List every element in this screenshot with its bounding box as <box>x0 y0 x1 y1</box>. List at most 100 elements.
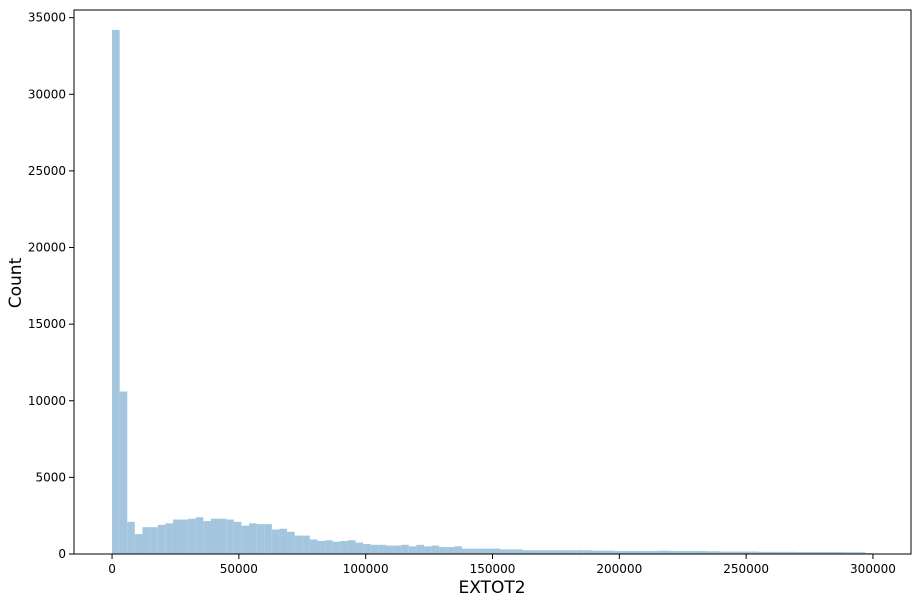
histogram-bar <box>583 550 592 554</box>
x-tick-label: 250000 <box>723 562 769 576</box>
histogram-bar <box>393 545 402 554</box>
y-axis-ticks: 0 5000 10000 15000 20000 25000 30000 35000 <box>28 11 74 561</box>
histogram-bar <box>317 540 326 554</box>
histogram-bar <box>226 519 234 554</box>
histogram-bar <box>119 391 128 554</box>
x-axis-label: EXTOT2 <box>458 578 525 598</box>
histogram-bar <box>355 542 364 554</box>
histogram-bar <box>606 550 615 554</box>
histogram-bar <box>507 549 516 554</box>
histogram-bar <box>241 525 250 554</box>
histogram-bar <box>439 547 447 554</box>
histogram-bar <box>279 528 288 554</box>
histogram-bar <box>454 546 463 554</box>
x-tick-label: 200000 <box>596 562 642 576</box>
histogram-bar <box>446 547 455 554</box>
histogram-bar <box>827 552 835 554</box>
histogram-bar <box>644 550 653 554</box>
histogram-bar <box>842 552 851 554</box>
histogram-bar <box>142 527 151 554</box>
x-tick-label: 50000 <box>220 562 258 576</box>
x-tick-label: 150000 <box>470 562 516 576</box>
histogram-bar <box>781 551 790 554</box>
histogram-bar <box>568 550 577 554</box>
histogram-bar <box>522 550 531 554</box>
x-tick-label: 100000 <box>343 562 389 576</box>
histogram-bar <box>363 544 371 554</box>
y-tick-label: 15000 <box>28 317 66 331</box>
histogram-bar <box>675 550 683 554</box>
histogram-bar <box>713 551 721 554</box>
histogram-bar <box>545 550 554 554</box>
histogram-bar <box>424 546 432 554</box>
histogram-bar <box>249 523 257 554</box>
histogram-bar <box>462 548 470 554</box>
y-tick-label: 0 <box>58 547 66 561</box>
histogram-bar <box>256 524 265 554</box>
histogram-bar <box>165 523 173 554</box>
histogram-bar <box>758 551 767 554</box>
histogram-bar <box>332 541 341 554</box>
histogram-bar <box>538 550 546 554</box>
histogram-bar <box>347 540 356 554</box>
histogram-bar <box>203 521 211 554</box>
histogram-bar <box>271 529 280 554</box>
histogram-bar <box>774 551 782 554</box>
histogram-bar <box>401 544 409 554</box>
histogram-bar <box>804 552 813 554</box>
histogram-bar <box>629 550 638 554</box>
histogram-bar <box>591 550 600 554</box>
histogram-bar <box>682 550 691 554</box>
histogram-bar <box>340 540 348 554</box>
histogram-bar <box>302 535 310 554</box>
histogram-bar <box>112 29 120 554</box>
histogram-bar <box>180 519 189 554</box>
histogram-bar <box>766 551 775 554</box>
histogram-bar <box>408 546 417 554</box>
histogram-bar <box>264 524 272 554</box>
histogram-bar <box>530 550 539 554</box>
histogram-bar <box>325 540 333 554</box>
x-tick-label: 0 <box>108 562 116 576</box>
histogram-bar <box>157 524 166 554</box>
histogram-bar <box>378 544 386 554</box>
histogram-bar <box>150 527 158 554</box>
y-tick-label: 5000 <box>35 470 66 484</box>
histogram-bar <box>659 550 668 554</box>
y-tick-label: 10000 <box>28 394 66 408</box>
histogram-bar <box>287 531 295 554</box>
histogram-bar <box>477 548 485 554</box>
histogram-bar <box>385 545 394 554</box>
histogram-bar <box>667 550 676 554</box>
x-axis-ticks: 0 50000 100000 150000 200000 250000 300000 <box>108 554 896 576</box>
histogram-bar <box>735 551 744 554</box>
histogram-bar <box>637 550 645 554</box>
histogram-bar <box>812 552 820 554</box>
histogram-bar <box>370 544 379 554</box>
histogram-bar <box>652 550 660 554</box>
histogram-bar <box>484 548 493 554</box>
histogram-bar <box>134 534 143 554</box>
histogram-bar <box>728 551 736 554</box>
histogram-bar <box>188 518 196 554</box>
histogram-bar <box>599 550 607 554</box>
histogram-bar <box>857 552 866 554</box>
histogram-bar <box>705 551 714 554</box>
y-tick-label: 35000 <box>28 11 66 25</box>
histogram-bar <box>697 550 706 554</box>
histogram-bar <box>720 551 729 554</box>
plot-frame <box>73 9 912 555</box>
histogram-bar <box>233 521 242 554</box>
y-tick-label: 20000 <box>28 241 66 255</box>
histogram-bar <box>492 548 501 554</box>
histogram-bar <box>850 552 858 554</box>
histogram-bar <box>294 535 303 554</box>
histogram-bar <box>210 518 219 554</box>
histogram-bar <box>127 521 135 554</box>
y-axis-label: Count <box>6 257 26 308</box>
histogram-bar <box>515 549 523 554</box>
histogram-bar <box>560 550 569 554</box>
histogram-bar <box>218 518 227 554</box>
histogram-bar <box>416 544 425 554</box>
